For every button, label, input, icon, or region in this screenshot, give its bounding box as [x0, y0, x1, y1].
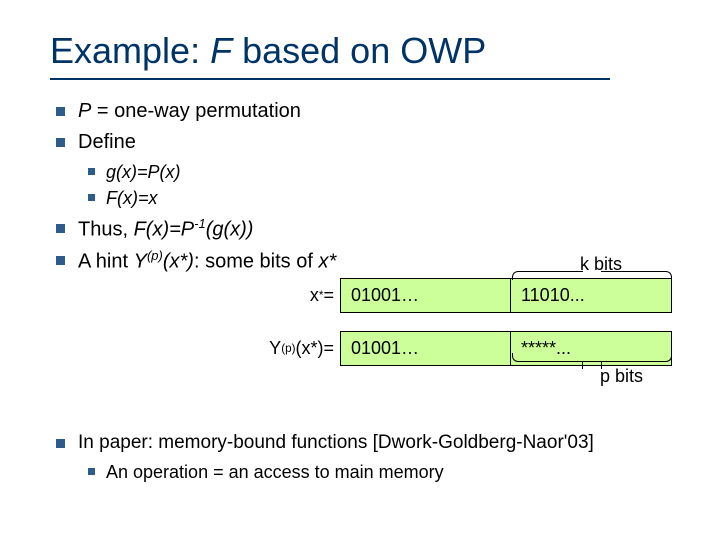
title-pre: Example: [50, 30, 210, 71]
b3-exp: -1 [194, 216, 206, 231]
r2-p: (p) [281, 342, 295, 355]
b4-xs: x* [318, 251, 336, 273]
b4-post: : some bits of [194, 251, 319, 273]
footer-bullets: In paper: memory-bound functions [Dwork-… [50, 430, 690, 484]
k-bits-label: k bits [580, 254, 622, 275]
r1-eq: = [323, 285, 334, 306]
title-post: based on OWP [232, 30, 486, 71]
b4-y: Y [134, 251, 147, 273]
title-f: F [210, 30, 232, 71]
b2a: g(x)=P(x) [78, 160, 670, 184]
b3-fx: F(x)=P [134, 218, 195, 240]
b1-p: P [78, 100, 91, 122]
row1-box-a: 01001… [341, 279, 511, 312]
b4-pre: A hint [78, 251, 134, 273]
r1-x: x [310, 285, 319, 306]
foot1a: An operation = an access to main memory [78, 460, 690, 484]
p-bits-label: p bits [600, 366, 643, 387]
bullet-1: P = one-way permutation [50, 98, 670, 125]
title-underline [50, 78, 610, 80]
sub-bullets-1: g(x)=P(x) F(x)=x [78, 160, 670, 211]
r2-Y: Y [269, 338, 281, 359]
slide-title: Example: F based on OWP [50, 30, 670, 72]
b4-p: (p) [147, 248, 163, 263]
p-brace [512, 353, 672, 365]
b3-pre: Thus, [78, 218, 134, 240]
main-bullets: P = one-way permutation Define g(x)=P(x)… [50, 98, 670, 276]
foot1-text: In paper: memory-bound functions [Dwork-… [78, 432, 594, 453]
b4-x: (x*) [163, 251, 194, 273]
diagram: k bits x*= 01001… 11010... Y(p)(x*)= 010… [260, 278, 690, 384]
row-xstar: x*= 01001… 11010... [260, 278, 690, 313]
footer: In paper: memory-bound functions [Dwork-… [50, 430, 690, 488]
row2-box-a: 01001… [341, 332, 511, 365]
foot-sub: An operation = an access to main memory [78, 460, 690, 484]
row1-boxes: 01001… 11010... [340, 278, 672, 313]
row1-box-b: 11010... [511, 279, 671, 312]
b2b: F(x)=x [78, 186, 670, 210]
b2: Define [78, 131, 136, 153]
bullet-2: Define g(x)=P(x) F(x)=x [50, 129, 670, 211]
r2-rest: (x*)= [295, 338, 334, 359]
foot1: In paper: memory-bound functions [Dwork-… [50, 430, 690, 484]
row1-label: x*= [260, 278, 340, 313]
bullet-3: Thus, F(x)=P-1(g(x)) [50, 215, 670, 244]
b1-post: = one-way permutation [91, 100, 301, 122]
b3-gx: (g(x)) [206, 218, 254, 240]
row2-label: Y(p)(x*)= [260, 331, 340, 366]
